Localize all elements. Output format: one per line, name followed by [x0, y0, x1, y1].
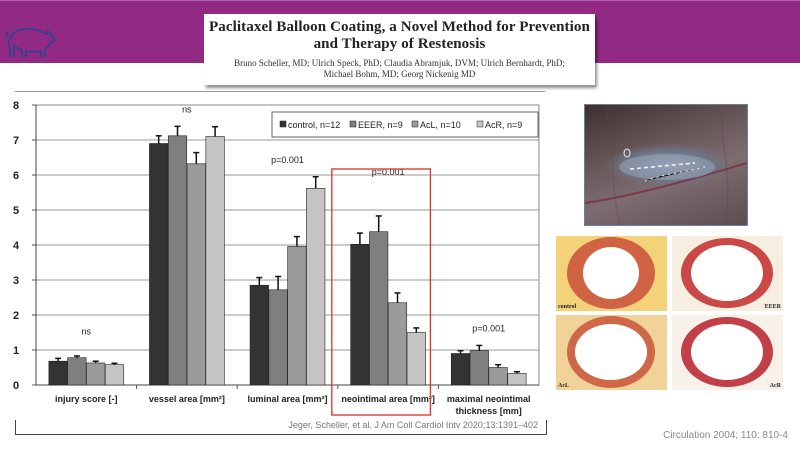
bar: [249, 284, 269, 386]
bar: [507, 373, 527, 386]
significance-label: ns: [182, 104, 192, 114]
bar: [306, 188, 326, 386]
citation-frame: Jeger, Scheller, et al. J Am Coll Cardio…: [15, 420, 547, 435]
highlight-box: [331, 168, 432, 416]
y-tick-label: 5: [13, 205, 19, 217]
legend-label: EEER, n=9: [358, 120, 403, 130]
pig-icon: [5, 27, 55, 57]
separator-line: [15, 91, 545, 92]
y-tick-label: 3: [13, 275, 19, 287]
authors-line-1: Bruno Scheller, MD; Ulrich Speck, PhD; C…: [234, 58, 565, 68]
chart-citation: Jeger, Scheller, et al. J Am Coll Cardio…: [288, 420, 538, 430]
significance-label: ns: [82, 326, 92, 336]
legend-swatch: [476, 120, 484, 128]
paper-title-line-1: Paclitaxel Balloon Coating, a Novel Meth…: [209, 19, 590, 35]
legend-label: control, n=12: [288, 120, 340, 130]
bar: [67, 357, 87, 386]
significance-label: p=0.001: [372, 167, 405, 177]
legend-label: AcL, n=10: [420, 120, 461, 130]
bar: [488, 367, 508, 386]
x-category-label: neointimal area [mm²]: [341, 394, 435, 404]
y-tick-label: 7: [13, 135, 19, 147]
y-tick-label: 1: [13, 345, 19, 357]
histology-image-acr: AcR: [672, 315, 783, 390]
bar: [469, 350, 489, 386]
bar: [86, 362, 106, 386]
bar: [268, 289, 288, 386]
bar: [350, 244, 370, 386]
bar: [387, 302, 408, 386]
image-citation: Circulation 2004; 110: 810-4: [663, 430, 788, 441]
y-tick-label: 8: [13, 100, 19, 112]
y-tick-label: 0: [13, 380, 19, 392]
bar: [186, 163, 206, 386]
legend-swatch: [411, 120, 419, 128]
bar: [104, 364, 125, 386]
legend-label: AcR, n=9: [485, 120, 522, 130]
x-category-label: vessel area [mm²]: [149, 394, 225, 404]
x-category-label: thickness [mm]: [456, 406, 522, 416]
paper-authors: Bruno Scheller, MD; Ulrich Speck, PhD; C…: [204, 58, 595, 80]
y-tick-label: 4: [13, 240, 20, 252]
paper-title: Paclitaxel Balloon Coating, a Novel Meth…: [204, 19, 595, 53]
histology-label: EEER: [764, 304, 781, 310]
x-category-label: injury score [-]: [55, 394, 118, 404]
bar: [167, 135, 188, 386]
significance-label: p=0.001: [472, 323, 505, 333]
y-tick-label: 2: [13, 310, 19, 322]
histology-label: AcR: [769, 383, 781, 389]
paper-title-line-2: and Therapy of Restenosis: [313, 36, 486, 52]
histology-image-acl: AcL: [556, 315, 667, 390]
photo-detail: [585, 105, 747, 225]
histology-label: control: [558, 304, 577, 310]
bar: [406, 332, 426, 386]
balloon-catheter-photo: [584, 104, 748, 226]
legend-box: [271, 111, 539, 138]
histology-image-eeer: EEER: [672, 236, 783, 311]
bar: [48, 360, 68, 386]
histology-image-control: control: [556, 236, 667, 311]
x-category-label: maximal neointimal: [447, 394, 531, 404]
bar-chart: 0 1 2 3 4 5 6 7 8 ns injury score [-] ns vessel area…: [13, 100, 540, 416]
bar: [369, 231, 389, 386]
x-category-label: luminal area [mm²]: [247, 394, 327, 404]
significance-label: p=0.001: [271, 155, 304, 165]
histology-label: AcL: [558, 383, 569, 389]
legend-swatch: [279, 120, 287, 128]
paper-title-box: Paclitaxel Balloon Coating, a Novel Meth…: [204, 14, 595, 85]
histology-panel: control EEER AcL AcR: [556, 236, 784, 390]
y-tick-label: 6: [13, 170, 19, 182]
bar: [149, 143, 169, 386]
legend-swatch: [349, 120, 357, 128]
authors-line-2: Michael Bohm, MD; Georg Nickenig MD: [323, 69, 476, 79]
bar: [205, 136, 225, 386]
bar: [287, 246, 307, 386]
bar: [450, 353, 471, 386]
